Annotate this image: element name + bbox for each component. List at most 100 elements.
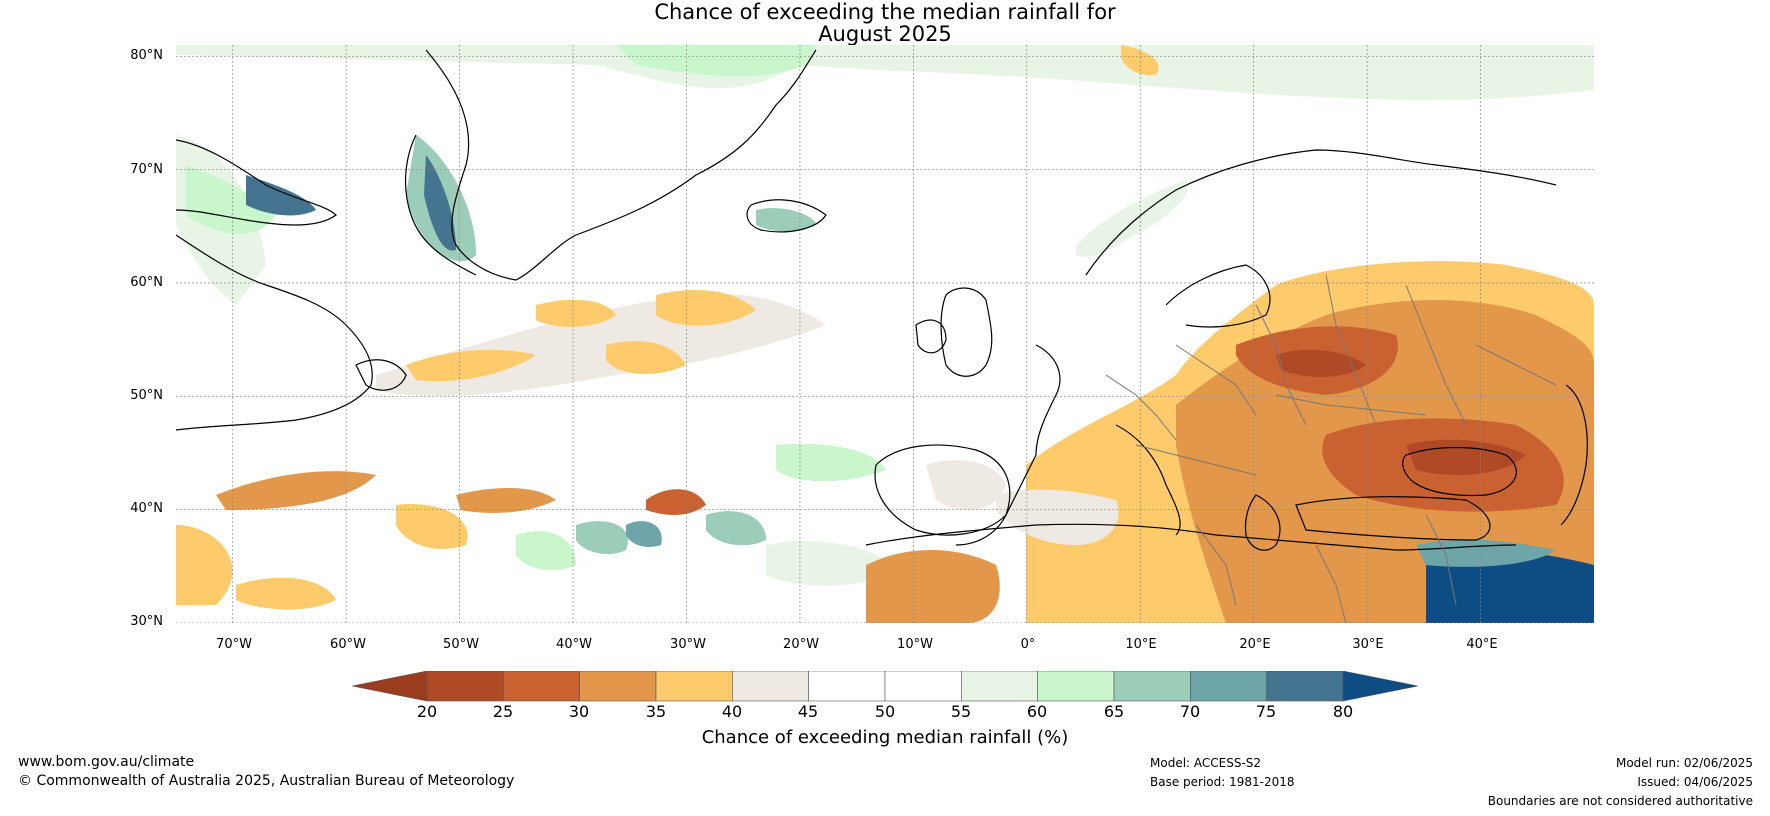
atlantic-dry-patch-1 [406,349,536,382]
north-africa-dry [866,550,1000,623]
colorbar-tick-70: 70 [1179,702,1201,721]
colorbar-cell-35-40 [655,671,733,702]
greenland-se-blue [424,155,456,251]
footer-model-run: Model run: 02/06/2025 [1615,756,1753,770]
colorbar-cell-20-25 [426,671,504,702]
footer-model: Model: ACCESS-S2 [1150,756,1262,770]
atlantic-wet-patch-2 [576,521,628,555]
lon-label-10w: 10°W [897,637,933,652]
colorbar-cell-70-75 [1190,671,1267,702]
colorbar-tick-60: 60 [1026,702,1048,721]
colorbar-high-extend [1342,671,1418,702]
footer-disclaimer: Boundaries are not considered authoritat… [1487,794,1753,808]
colorbar-cell-40-45 [732,671,809,702]
atlantic-wet-patch-3 [706,511,766,546]
europe-dry-core-4 [1276,349,1366,377]
colorbar-cell-25-30 [503,671,580,702]
colorbar-cell-50-55 [884,671,962,702]
labrador-wet [186,165,276,234]
colorbar-cell-55-60 [961,671,1038,702]
colorbar-tick-35: 35 [645,702,667,721]
iceland-wet [756,208,816,232]
europe-west-coastline [955,344,1061,546]
colorbar [352,671,1418,702]
footer-issued: Issued: 04/06/2025 [1637,775,1753,789]
colorbar-tick-55: 55 [950,702,972,721]
atlantic-wet-patch-5 [776,443,886,482]
iberia-coastline [874,444,1011,536]
italy-coastline [1115,424,1181,536]
greenland-west-coast [404,134,477,276]
lon-label-40e: 40°E [1466,637,1498,652]
labrador-coastline [176,234,373,431]
turkey-coastline [1295,496,1491,541]
lon-label-20w: 20°W [783,637,819,652]
colorbar-cell-30-35 [579,671,657,702]
caspian-coastline [1560,384,1588,526]
footer-copyright: © Commonwealth of Australia 2025, Austra… [18,773,515,789]
atlantic-wet-patch-1 [516,531,576,571]
greenland-coastline [425,49,817,281]
baltic-coastline [1165,264,1271,328]
colorbar-cell-75-80 [1266,671,1344,702]
scandinavia-region [1075,158,1365,292]
colorbar-tick-75: 75 [1255,702,1277,721]
lat-label-30n: 30°N [130,614,163,629]
lon-label-10e: 10°E [1125,637,1157,652]
newfoundland-coastline [355,359,407,391]
lat-label-40n: 40°N [130,501,163,516]
lat-label-80n: 80°N [130,48,163,63]
map-title-line1: Chance of exceeding the median rainfall … [654,0,1116,24]
lon-label-40w: 40°W [556,637,592,652]
colorbar-low-extend [352,671,428,702]
black-sea-coastline [1402,446,1517,497]
footer-base-period: Base period: 1981-2018 [1150,775,1295,789]
lon-label-0: 0° [1020,637,1036,652]
norway-coast-wet [1076,180,1188,257]
lon-label-70w: 70°W [216,637,252,652]
graticule [176,45,1594,623]
atlantic-dry-patch-4 [606,341,686,375]
colorbar-tick-65: 65 [1103,702,1125,721]
lon-label-60w: 60°W [330,637,366,652]
arctic-wet-region [176,45,1594,100]
mediterranean-mixed [996,489,1119,545]
colorbar-cell-45-50 [808,671,886,702]
lat-label-60n: 60°N [130,275,163,290]
levant-wet-edge [1416,539,1556,567]
rainfall-map [176,45,1594,623]
footer-website: www.bom.gov.au/climate [18,754,195,770]
lon-label-30w: 30°W [670,637,706,652]
svalbard-dry [1121,45,1159,76]
iberia-mixed [926,460,1006,510]
atlantic-dry-patch-7 [646,489,706,515]
baffin-blue [246,175,316,216]
colorbar-cell-60-65 [1037,671,1115,702]
map-canvas [176,45,1594,623]
scandinavia-coastline [1085,149,1557,276]
colorbar-tick-80: 80 [1332,702,1354,721]
atlantic-wet-patch-6 [766,541,896,586]
colorbar-tick-25: 25 [492,702,514,721]
atlantic-dry-patch-2 [536,299,616,327]
colorbar-tick-30: 30 [568,702,590,721]
colorbar-cell-65-70 [1113,671,1191,702]
lat-label-50n: 50°N [130,388,163,403]
map-title-line2: August 2025 [818,22,952,46]
lon-label-20e: 20°E [1239,637,1271,652]
colorbar-tick-20: 20 [416,702,438,721]
coastlines [176,49,1588,551]
country-borders [1105,274,1557,623]
colorbar-tick-40: 40 [721,702,743,721]
atlantic-dry-patch-8 [176,525,233,605]
baffin-coastline [176,139,337,226]
atlantic-dry-patch-3 [656,290,756,326]
atlantic-dry-patch-5 [216,471,376,510]
levant-wet [1426,549,1594,623]
atlantic-dry-patch-6 [456,488,556,513]
colorbar-label: Chance of exceeding median rainfall (%) [701,727,1069,748]
colorbar-tick-45: 45 [797,702,819,721]
atlantic-dry-patch-9 [236,577,336,610]
ireland-coastline [915,319,947,354]
